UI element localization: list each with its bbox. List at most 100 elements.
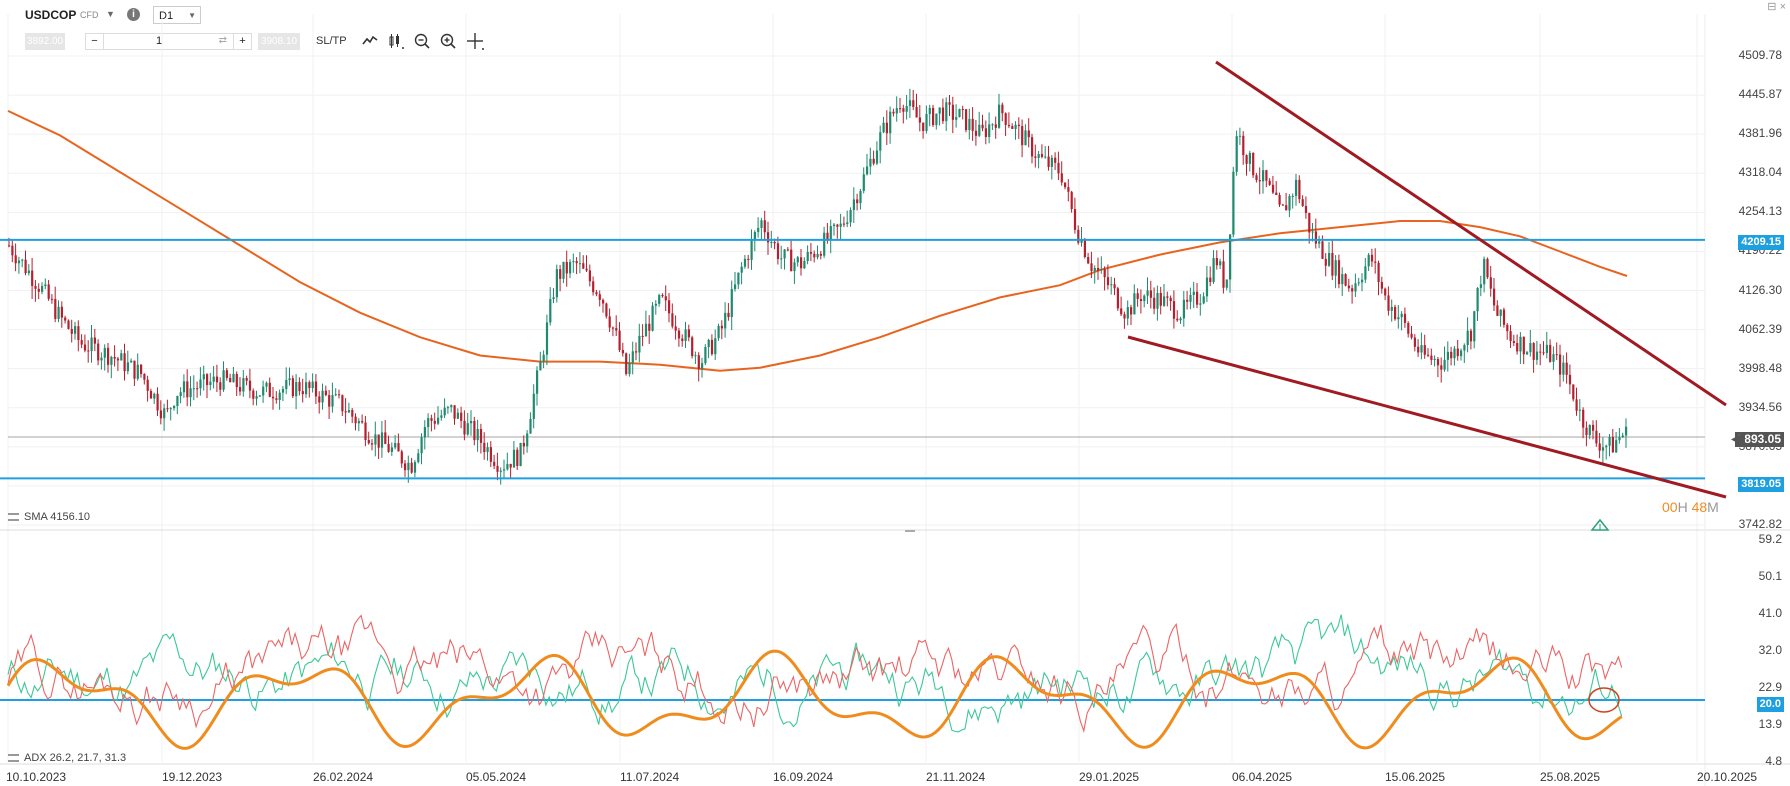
candle-body: [90, 337, 93, 352]
candle-body: [1044, 156, 1047, 158]
candle-body: [1522, 336, 1525, 355]
candle-body: [945, 102, 948, 122]
timeframe-select[interactable]: D1 ▼: [153, 6, 201, 24]
candle-body: [146, 379, 149, 391]
candle-body: [1493, 288, 1496, 306]
close-chart-icon[interactable]: ⊟ ×: [1767, 1, 1786, 13]
candle-body: [1390, 306, 1393, 311]
candle-body: [714, 338, 717, 355]
buy-price[interactable]: 3908.10: [258, 33, 300, 50]
di-plus-line: [7, 614, 1623, 733]
candle-body: [875, 150, 879, 164]
resistance-price-tag: 4209.15: [1738, 235, 1784, 250]
symbol-name[interactable]: USDCOP: [25, 8, 77, 22]
candle-body: [1572, 384, 1575, 400]
candle-body: [512, 449, 516, 468]
candle-body: [1229, 234, 1232, 280]
sma-legend[interactable]: SMA 4156.10: [8, 511, 90, 523]
quantity-value[interactable]: 1: [156, 35, 163, 47]
candle-body: [305, 382, 308, 395]
candle-body: [1384, 288, 1387, 296]
candle-body: [862, 174, 865, 191]
chart-settings-icon[interactable]: [1590, 518, 1610, 532]
candle-body: [1582, 409, 1585, 428]
candle-body: [955, 117, 958, 120]
menu-icon[interactable]: [8, 754, 19, 762]
candle-body: [958, 109, 961, 118]
candle-body: [331, 395, 334, 407]
decrease-button[interactable]: −: [86, 33, 104, 50]
candle-body: [1443, 359, 1446, 370]
candle-body: [1143, 295, 1146, 302]
candle-body: [1202, 296, 1205, 304]
candle-body: [1374, 261, 1377, 263]
sltp-button[interactable]: SL/TP: [316, 35, 347, 47]
candle-body: [1113, 284, 1116, 289]
swap-icon[interactable]: ⇄: [218, 35, 227, 46]
candle-body: [116, 358, 120, 361]
candle-body: [974, 130, 978, 136]
candle-body: [1219, 261, 1222, 266]
sell-price[interactable]: 3892.00: [25, 33, 65, 50]
price-tick-label: 3934.56: [1738, 399, 1782, 414]
menu-icon[interactable]: [8, 513, 19, 521]
candle-body: [1054, 157, 1057, 163]
candle-body: [1578, 409, 1581, 411]
candle-body: [437, 417, 440, 424]
candle-body: [635, 351, 638, 353]
candle-body: [489, 447, 492, 462]
candle-body: [1080, 240, 1083, 243]
symbol-dropdown-icon[interactable]: ▼: [106, 9, 115, 19]
candle-body: [93, 337, 96, 344]
info-icon[interactable]: i: [127, 8, 140, 21]
candle-body: [1093, 267, 1096, 271]
zoom-in-icon[interactable]: [438, 31, 458, 51]
candle-body: [1542, 352, 1545, 354]
candle-body: [1040, 154, 1044, 157]
candle-body: [839, 223, 842, 227]
support-price-tag: 3819.05: [1738, 477, 1784, 492]
candle-body: [1328, 253, 1331, 266]
candle-body: [1163, 296, 1166, 306]
candle-body: [1334, 260, 1337, 276]
candle-body: [1304, 206, 1308, 213]
candle-body: [50, 298, 54, 300]
price-tick-label: 4062.39: [1738, 321, 1782, 336]
adx-legend[interactable]: ADX 26.2, 21.7, 31.3: [8, 752, 126, 764]
candle-body: [1133, 293, 1136, 315]
candle-body: [291, 378, 294, 397]
candle-body: [549, 299, 552, 323]
candle-body: [1532, 343, 1535, 360]
line-chart-icon[interactable]: [360, 31, 380, 51]
indicator-tick-label: 59.2: [1758, 532, 1782, 546]
candle-body: [21, 259, 24, 261]
candle-body: [1549, 344, 1552, 362]
candle-body: [1291, 195, 1294, 197]
candle-body: [644, 323, 648, 337]
candle-body: [859, 190, 862, 204]
candle-body: [750, 239, 753, 260]
candle-body: [1410, 333, 1413, 338]
candle-body: [453, 405, 456, 419]
zoom-out-icon[interactable]: [412, 31, 432, 51]
candle-body: [1288, 196, 1291, 211]
candle-body: [922, 122, 925, 131]
quantity-stepper[interactable]: − 1 ⇄ +: [85, 33, 252, 50]
candle-body: [1496, 305, 1499, 316]
candle-body: [189, 388, 192, 398]
candle-body: [1483, 258, 1486, 285]
date-tick-label: 11.07.2024: [620, 770, 680, 784]
candle-body: [1588, 424, 1591, 436]
candle-body: [661, 294, 664, 297]
candle-body: [400, 451, 403, 464]
crosshair-icon[interactable]: [465, 31, 485, 51]
candle-body: [846, 222, 849, 225]
candle-body: [1255, 175, 1258, 181]
candle-body: [532, 393, 535, 419]
increase-button[interactable]: +: [233, 33, 251, 50]
candle-body: [965, 109, 968, 131]
candle-body: [1539, 351, 1542, 353]
candle-body: [1506, 324, 1509, 332]
candles-icon[interactable]: [386, 31, 406, 51]
